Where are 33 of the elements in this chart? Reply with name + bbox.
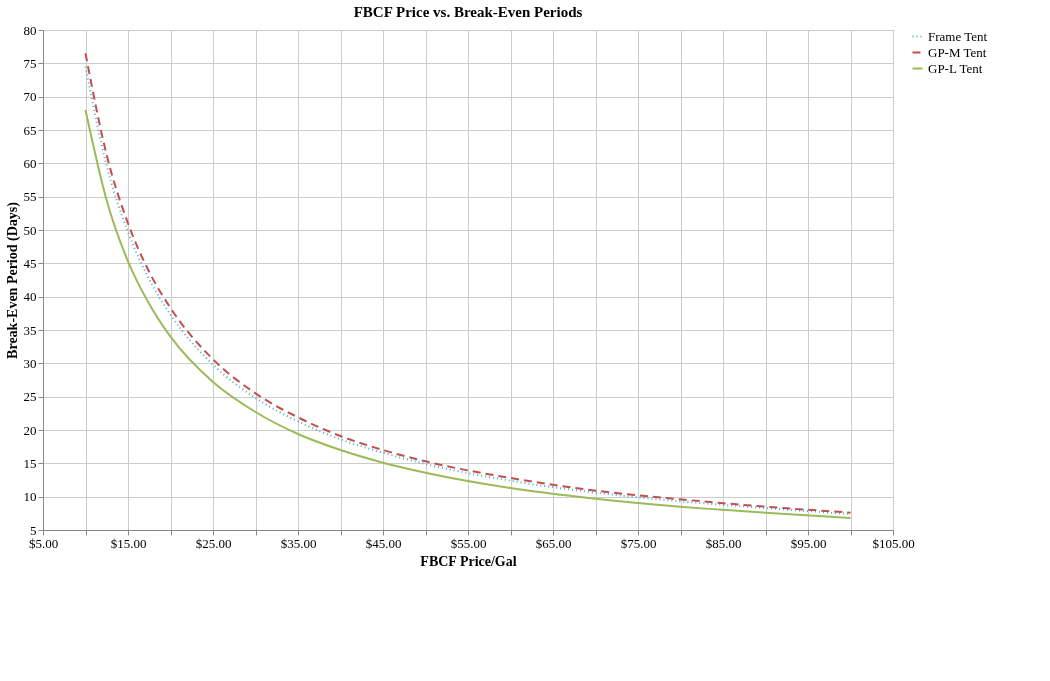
x-tick-label: $95.00 bbox=[790, 535, 827, 551]
y-tick-label: 20 bbox=[23, 422, 37, 438]
x-tick-label: $5.00 bbox=[28, 535, 59, 551]
x-axis-title: FBCF Price/Gal bbox=[420, 553, 517, 569]
x-tick-label: $45.00 bbox=[365, 535, 402, 551]
y-tick-label: 35 bbox=[23, 322, 37, 338]
y-tick-label: 45 bbox=[23, 255, 37, 271]
x-tick-label: $75.00 bbox=[620, 535, 657, 551]
y-tick-label: 75 bbox=[23, 55, 37, 71]
y-tick-label: 50 bbox=[23, 222, 37, 238]
y-tick-label: 40 bbox=[23, 289, 37, 305]
x-tick-label: $15.00 bbox=[110, 535, 147, 551]
y-axis-title: Break-Even Period (Days) bbox=[4, 201, 21, 359]
legend-label: GP-M Tent bbox=[928, 44, 987, 60]
y-tick-label: 10 bbox=[23, 489, 37, 505]
y-tick-label: 30 bbox=[23, 355, 37, 371]
x-tick-label: $35.00 bbox=[280, 535, 317, 551]
x-tick-label: $105.00 bbox=[872, 535, 915, 551]
x-tick-label: $55.00 bbox=[450, 535, 487, 551]
chart-title: FBCF Price vs. Break-Even Periods bbox=[353, 4, 583, 20]
y-tick-label: 80 bbox=[23, 22, 37, 38]
x-tick-label: $65.00 bbox=[535, 535, 572, 551]
y-tick-label: 70 bbox=[23, 89, 37, 105]
y-tick-label: 15 bbox=[23, 455, 37, 471]
y-tick-label: 55 bbox=[23, 189, 37, 205]
y-tick-label: 65 bbox=[23, 122, 37, 138]
y-tick-label: 5 bbox=[30, 522, 37, 538]
x-tick-label: $25.00 bbox=[195, 535, 232, 551]
legend-label: GP-L Tent bbox=[928, 60, 983, 76]
y-tick-label: 25 bbox=[23, 389, 37, 405]
y-tick-label: 60 bbox=[23, 155, 37, 171]
x-tick-label: $85.00 bbox=[705, 535, 742, 551]
legend-label: Frame Tent bbox=[928, 28, 988, 44]
